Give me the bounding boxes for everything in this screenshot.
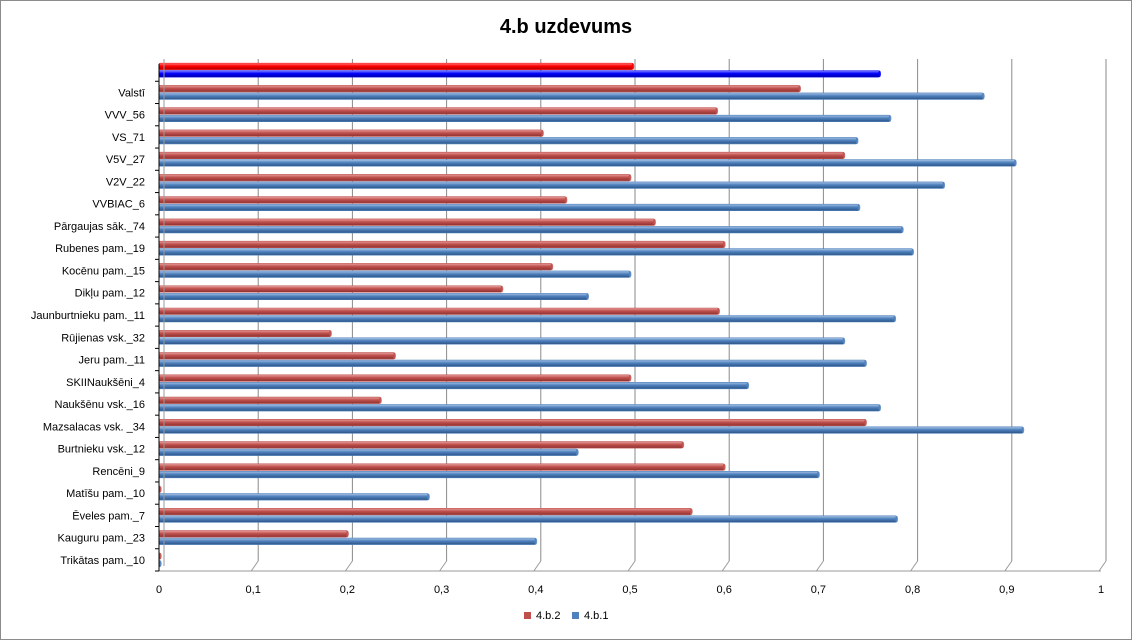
chart-title: 4.b uzdevums	[500, 16, 632, 38]
bar-4-b-1	[158, 270, 632, 278]
bar-4-b-1	[158, 404, 882, 412]
y-tick-label: Valstī	[118, 87, 146, 99]
bar-4-b-2	[158, 107, 719, 115]
bar-4-b-1	[158, 203, 861, 211]
bars	[158, 62, 1025, 568]
legend: 4.b.2 4.b.1	[524, 610, 608, 622]
y-tick-label: SKIINaukšēni_4	[66, 377, 145, 389]
gridline-foot	[250, 560, 259, 572]
x-tick-label: 0,1	[246, 584, 261, 596]
y-tick-label: VVV_56	[105, 110, 145, 122]
x-tick-label: 0,7	[811, 584, 826, 596]
bar-4-b-1	[158, 537, 538, 545]
y-tick-label: Mazsalacas vsk. _34	[43, 421, 145, 433]
x-tick-label: 0,3	[434, 584, 449, 596]
bar-4-b-1	[158, 70, 882, 78]
bar-4-b-1	[158, 114, 892, 122]
x-tick-label: 1	[1098, 584, 1104, 596]
y-tick-label: Naukšēnu vsk._16	[55, 399, 146, 411]
bar-4-b-1	[158, 181, 946, 189]
bar-4-b-1	[158, 226, 904, 234]
bar-4-b-1	[158, 515, 898, 523]
bar-4-b-2	[158, 396, 382, 404]
legend-item-4-b-1: 4.b.1	[572, 610, 608, 622]
x-tick-label: 0	[156, 584, 162, 596]
bar-4-b-2	[158, 285, 504, 293]
x-tick-label: 0,4	[528, 584, 543, 596]
y-tick-label: VS_71	[112, 132, 145, 144]
x-tick-label: 0,9	[999, 584, 1014, 596]
y-tick-label: Jaunburtnieku pam._11	[31, 310, 145, 322]
legend-swatch	[572, 612, 579, 619]
bar-4-b-1	[158, 381, 750, 390]
y-tick-label: Burtnieku vsk._12	[58, 444, 145, 456]
x-tick-label: 0,5	[622, 584, 637, 596]
gridline-foot	[344, 560, 353, 572]
bar-4-b-1	[158, 448, 579, 456]
bar-4-b-2	[158, 218, 656, 226]
bar-4-b-2	[158, 508, 693, 516]
y-tick-label: Rencēni_9	[92, 466, 145, 478]
bar-4-b-1	[158, 359, 867, 367]
y-tick-label: VVBIAC_6	[92, 199, 145, 211]
gridline-foot	[1098, 560, 1107, 572]
y-tick-label: Jeru pam._11	[79, 355, 145, 367]
bar-4-b-2	[158, 62, 635, 70]
y-tick-label: V5V_27	[106, 154, 145, 166]
bar-4-b-1	[158, 137, 859, 145]
legend-swatch	[524, 612, 531, 619]
y-tick-label: Kauguru pam._23	[58, 533, 145, 545]
gridline-foot	[910, 560, 919, 572]
bar-4-b-2	[158, 329, 332, 338]
bar-4-b-2	[158, 129, 544, 137]
gridline-foot	[1004, 560, 1013, 572]
y-tick-label: Dikļu pam._12	[75, 288, 145, 300]
y-tick-label: Rubenes pam._19	[55, 243, 145, 255]
y-tick-label: V2V_22	[106, 176, 145, 188]
bar-4-b-2	[158, 419, 867, 427]
x-tick-label: 0,8	[905, 584, 920, 596]
bar-4-b-1	[158, 337, 846, 345]
bar-4-b-1	[158, 471, 820, 479]
gridline-foot	[533, 560, 542, 572]
bar-4-b-2	[158, 174, 632, 182]
bar-4-b-1	[158, 159, 1017, 167]
x-tick-label: 0,2	[340, 584, 355, 596]
bar-4-b-1	[158, 493, 430, 501]
bar-4-b-2	[158, 530, 349, 538]
gridline-foot	[815, 560, 824, 572]
bar-4-b-1	[158, 248, 914, 256]
y-tick-label: Ēveles pam._7	[72, 510, 145, 522]
y-tick-label: Rūjienas vsk._32	[61, 332, 145, 344]
bar-4-b-2	[158, 263, 554, 271]
gridline-foot	[721, 560, 730, 572]
bar-4-b-1	[158, 292, 590, 301]
y-tick-label: Trikātas pam._10	[60, 555, 145, 567]
bar-4-b-2	[158, 240, 726, 249]
axes: 0 0,1 0,2 0,3 0,4 0,5 0,6 0,7 0,8 0,9 1 Trikātas pa…	[31, 59, 1104, 596]
bar-4-b-2	[158, 374, 632, 382]
bar-4-b-2	[158, 352, 396, 360]
bar-4-b-2	[158, 85, 801, 93]
legend-label: 4.b.1	[584, 610, 608, 622]
bar-4-b-2	[158, 196, 568, 204]
y-tick-label: Matīšu pam._10	[66, 488, 145, 500]
gridline-foot	[439, 560, 448, 572]
bar-4-b-2	[158, 151, 846, 159]
bar-4-b-2	[158, 463, 726, 471]
bar-4-b-2	[158, 307, 720, 315]
legend-item-4-b-2: 4.b.2	[524, 610, 560, 622]
y-tick-label: Kocēnu pam._15	[62, 265, 145, 277]
x-tick-label: 0,6	[717, 584, 732, 596]
bar-4-b-1	[158, 315, 897, 323]
bar-4-b-1	[158, 426, 1025, 434]
bar-4-b-2	[158, 441, 685, 449]
y-tick-label: Pārgaujas sāk._74	[54, 221, 145, 233]
legend-label: 4.b.2	[536, 610, 560, 622]
bar-4-b-1	[158, 92, 985, 100]
gridline-foot	[627, 560, 636, 572]
